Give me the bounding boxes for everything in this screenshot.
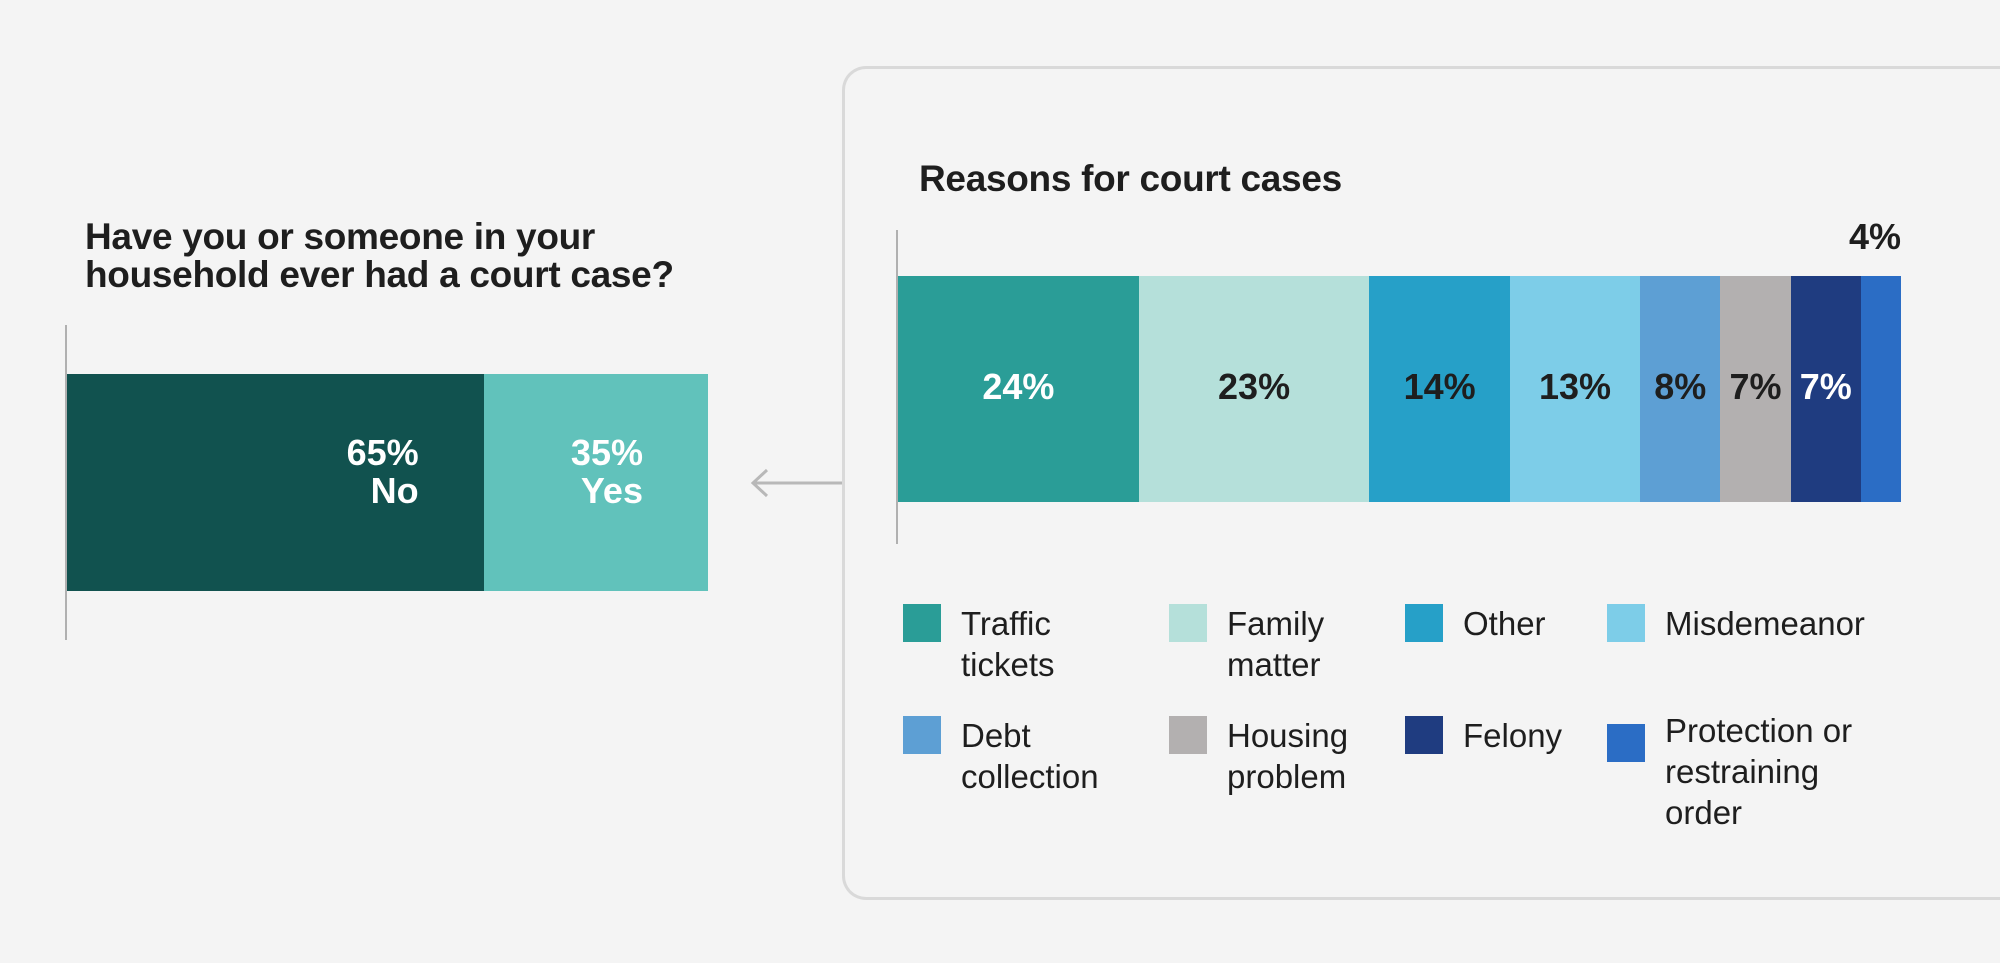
reason-segment-1: 24% [898,276,1139,502]
legend-swatch [1607,604,1645,642]
arrow-left-icon [750,468,845,498]
legend-swatch [1169,716,1207,754]
reason-label-7: 7% [1799,366,1852,407]
bar-segment-no: 65% No [67,374,484,591]
legend-label: Housing problem [1227,717,1349,795]
bar-label-no: 65% No [346,432,419,511]
legend-swatch [1405,716,1443,754]
legend-swatch [903,604,941,642]
reason-segment-3: 14% [1369,276,1510,502]
household-chart-title: Have you or someone in your household ev… [85,216,674,295]
legend-swatch [1169,604,1207,642]
legend-swatch [903,716,941,754]
legend-label: Family matter [1227,605,1325,683]
reason-segment-8 [1860,276,1901,502]
legend-label: Misdemeanor [1665,605,1865,642]
reasons-chart-axis [896,230,898,544]
bar-segment-yes: 35% Yes [483,374,708,591]
legend-label: Other [1463,605,1546,642]
reasons-panel [842,66,2000,900]
reason-label-1: 24% [982,366,1055,407]
household-stacked-bar: 65% No 35% Yes [67,374,708,591]
reason-label-5: 8% [1654,366,1707,407]
reason-segment-4: 13% [1509,276,1641,502]
reasons-outside-label: 4% [1848,216,1901,257]
household-chart-axis [65,325,67,640]
legend-label: Felony [1463,717,1563,754]
legend-swatch [1607,724,1645,762]
reason-label-2: 23% [1218,366,1291,407]
reasons-chart-title: Reasons for court cases [919,158,1342,199]
reason-label-4: 13% [1538,366,1612,407]
reason-segment-7: 7% [1790,276,1861,502]
legend-swatch [1405,604,1443,642]
reason-segment-2: 23% [1138,276,1370,502]
legend-label: Traffic tickets [961,605,1055,683]
reason-segment-5: 8% [1640,276,1721,502]
legend-label: Protection or restraining order [1665,712,1853,831]
reason-label-3: 14% [1403,366,1476,407]
reason-label-6: 7% [1729,366,1782,407]
reason-segment-6: 7% [1720,276,1791,502]
reasons-stacked-bar: 24% 23% 14% 13% 8% 7% 7% [898,276,1901,502]
bar-label-yes: 35% Yes [570,432,643,511]
legend-label: Debt collection [961,717,1099,795]
